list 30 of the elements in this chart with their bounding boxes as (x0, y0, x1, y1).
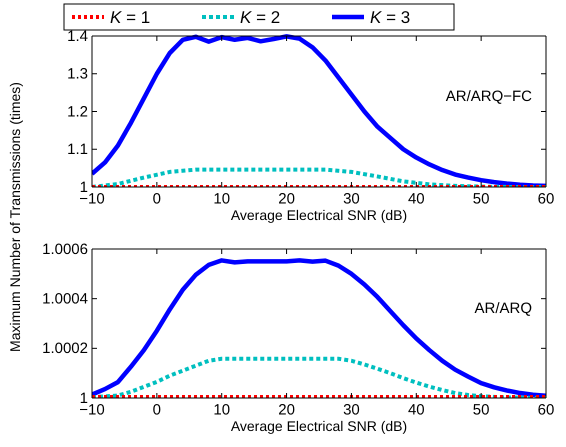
y-tick-label: 1.1 (67, 141, 88, 158)
legend-label: K = 3 (370, 8, 410, 27)
x-tick-label: 10 (213, 402, 230, 419)
x-tick-label: 50 (472, 190, 490, 208)
y-tick-label: 1.0004 (42, 290, 88, 308)
legend-label: K = 2 (240, 8, 280, 27)
x-tick-label: 0 (152, 402, 162, 419)
annotation: AR/ARQ (474, 300, 532, 318)
x-tick-label: 30 (343, 402, 360, 419)
x-tick-label: 60 (538, 402, 554, 419)
annotation: AR/ARQ−FC (446, 88, 532, 105)
y-tick-label: 1.4 (67, 28, 88, 45)
y-axis-title: Maximum Number of Transmissions (times) (7, 82, 23, 352)
y-tick-label: 1.0006 (42, 240, 88, 258)
x-tick-label: 60 (538, 190, 554, 208)
x-tick-label: 20 (278, 190, 295, 208)
x-tick-label: 40 (408, 402, 425, 419)
x-tick-label: 50 (472, 402, 490, 419)
legend-label: K = 1 (110, 8, 150, 27)
x-tick-label: 40 (408, 190, 425, 208)
line-series (92, 34, 546, 187)
x-tick-label: 20 (278, 402, 295, 419)
x-axis-title: Average Electrical SNR (dB) (230, 207, 408, 223)
x-axis-title: Average Electrical SNR (dB) (230, 418, 408, 434)
x-tick-label: 0 (152, 190, 162, 208)
y-tick-label: 1.0002 (42, 340, 88, 358)
y-tick-label: 1.2 (67, 103, 88, 120)
x-tick-label: 30 (343, 190, 360, 208)
y-tick-label: 1.3 (67, 66, 88, 83)
x-tick-label: 10 (213, 190, 230, 208)
